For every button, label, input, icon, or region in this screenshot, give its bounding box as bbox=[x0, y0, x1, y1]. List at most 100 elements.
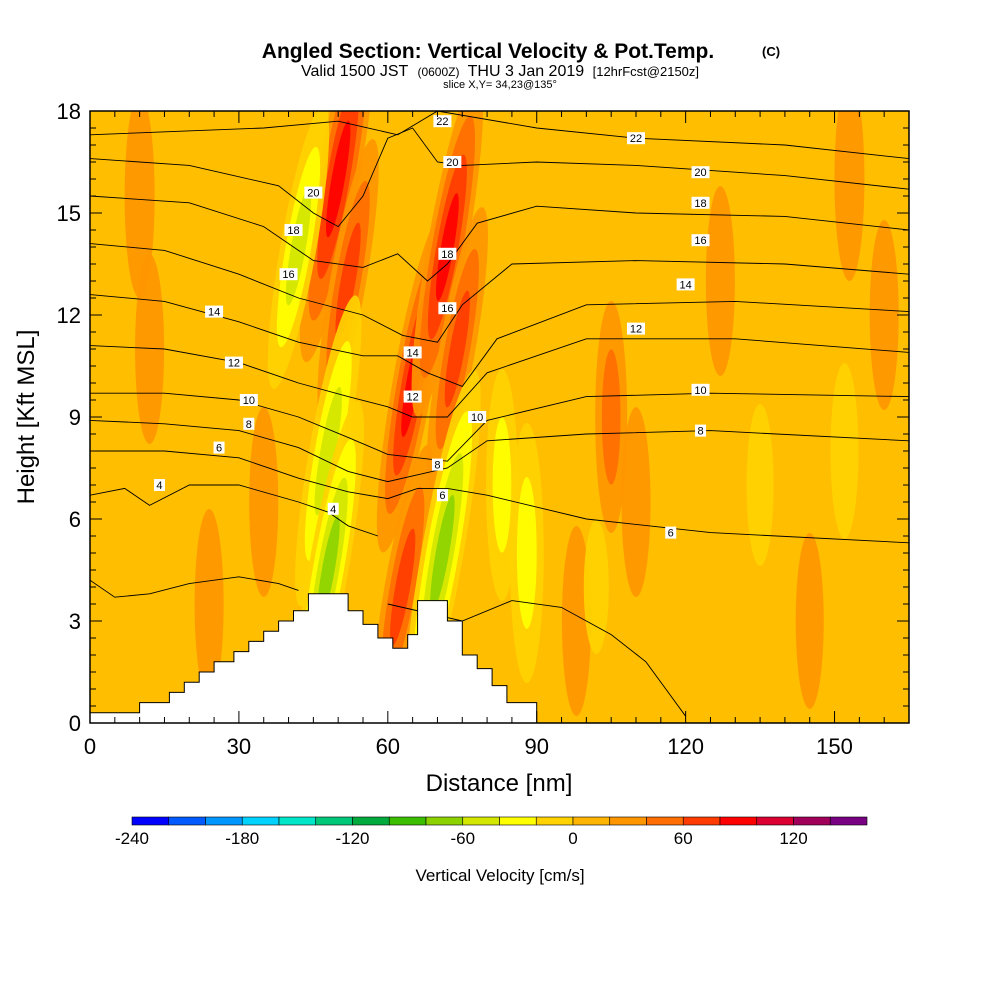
colorbar-swatch bbox=[241, 816, 280, 826]
contour-label: 20 bbox=[304, 186, 323, 200]
chart-subtitle: Valid 1500 JST (0600Z) THU 3 Jan 2019 [1… bbox=[301, 63, 699, 80]
contour-label-text: 8 bbox=[246, 419, 252, 431]
contour-label-bg bbox=[438, 247, 457, 260]
slice-info: slice X,Y= 34,23@135° bbox=[443, 79, 557, 91]
contour-label: 8 bbox=[695, 424, 707, 438]
contour-label-text: 20 bbox=[446, 157, 458, 169]
isentrope-line bbox=[90, 576, 299, 598]
contour-label: 4 bbox=[153, 479, 165, 492]
contour-label-text: 18 bbox=[694, 198, 706, 210]
velocity-feature bbox=[299, 111, 377, 363]
contour-label: 22 bbox=[627, 132, 645, 145]
contour-label: 18 bbox=[438, 247, 457, 261]
y-axis-label: Height [Kft MSL] bbox=[13, 330, 40, 505]
isentrope-line bbox=[90, 127, 909, 228]
y-tick-label: 9 bbox=[69, 405, 81, 430]
contour-label-text: 20 bbox=[307, 188, 319, 200]
contour-label: 22 bbox=[433, 115, 452, 128]
colorbar-swatch bbox=[719, 816, 758, 826]
contour-label-text: 22 bbox=[436, 116, 448, 128]
contour-label: 10 bbox=[468, 411, 487, 424]
y-tick-label: 18 bbox=[57, 99, 81, 124]
colorbar-swatch bbox=[131, 816, 170, 826]
velocity-blob bbox=[601, 349, 621, 485]
y-tick-label: 12 bbox=[57, 303, 81, 328]
contour-label-text: 12 bbox=[630, 324, 642, 336]
velocity-feature bbox=[795, 533, 824, 709]
velocity-feature bbox=[485, 369, 518, 601]
colorbar-swatch bbox=[168, 816, 206, 826]
tick-marks bbox=[89, 110, 910, 724]
x-tick-labels: 0 30 60 90 120 150 bbox=[84, 734, 853, 759]
isentrope-line bbox=[90, 243, 909, 343]
velocity-feature bbox=[621, 407, 651, 597]
velocity-feature bbox=[135, 254, 165, 444]
velocity-blob bbox=[135, 254, 165, 444]
colorbar-tick-label: 0 bbox=[568, 829, 577, 848]
contour-label-text: 18 bbox=[441, 249, 453, 261]
contour-label-bg bbox=[403, 346, 422, 359]
velocity-feature bbox=[595, 301, 628, 533]
colorbar-swatch bbox=[425, 816, 464, 826]
velocity-blob bbox=[834, 111, 865, 281]
isentrope-line bbox=[90, 484, 379, 537]
y-tick-label: 3 bbox=[69, 609, 81, 634]
contour-label: 10 bbox=[239, 394, 258, 407]
contour-label-bg bbox=[205, 305, 224, 318]
contour-label: 4 bbox=[327, 502, 339, 516]
contour-label: 20 bbox=[691, 166, 710, 179]
colorbar-swatch bbox=[793, 816, 831, 826]
contour-label: 16 bbox=[438, 302, 457, 315]
velocity-blob bbox=[621, 407, 651, 597]
colorbar-tick-label: -120 bbox=[335, 829, 369, 848]
isentrope-layer bbox=[90, 111, 909, 717]
x-tick-label: 0 bbox=[84, 734, 96, 759]
velocity-feature bbox=[426, 207, 488, 491]
velocity-feature bbox=[249, 407, 279, 597]
contour-label-text: 4 bbox=[156, 480, 162, 492]
contour-label-bg bbox=[627, 132, 645, 145]
contour-label-bg bbox=[443, 156, 462, 168]
isentrope-line bbox=[90, 294, 909, 387]
velocity-feature bbox=[705, 186, 735, 376]
contour-label-bg bbox=[213, 441, 225, 454]
contour-label-bg bbox=[691, 196, 710, 209]
contour-label: 12 bbox=[224, 356, 243, 370]
contour-label-text: 22 bbox=[630, 133, 642, 145]
colorbar-title: Vertical Velocity [cm/s] bbox=[415, 866, 584, 885]
colorbar-tick-label: -180 bbox=[225, 829, 259, 848]
contour-label-text: 6 bbox=[216, 443, 222, 455]
velocity-blob bbox=[314, 386, 342, 516]
contour-label: 12 bbox=[403, 390, 422, 404]
contour-label-bg bbox=[691, 234, 710, 247]
x-tick-label: 90 bbox=[524, 734, 548, 759]
velocity-blob bbox=[325, 120, 351, 238]
velocity-blob bbox=[335, 222, 361, 340]
colorbar-swatch bbox=[315, 816, 353, 826]
velocity-blob bbox=[390, 528, 416, 646]
contour-label-bg bbox=[695, 424, 707, 437]
velocity-feature bbox=[194, 509, 224, 699]
terrain bbox=[90, 593, 538, 723]
colorbar-swatch bbox=[829, 816, 868, 826]
velocity-blob bbox=[746, 404, 774, 566]
colorbar-swatch bbox=[462, 816, 500, 826]
contour-label-text: 4 bbox=[330, 504, 336, 516]
velocity-feature bbox=[830, 363, 859, 539]
contour-label-text: 20 bbox=[694, 167, 706, 179]
contour-label-text: 8 bbox=[697, 426, 703, 438]
contour-label-text: 6 bbox=[668, 528, 674, 540]
velocity-blob bbox=[194, 509, 224, 699]
contour-label-bg bbox=[153, 479, 165, 491]
velocity-blob bbox=[492, 417, 512, 553]
contour-label-bg bbox=[627, 322, 645, 335]
contour-label-bg bbox=[304, 186, 323, 199]
contour-label-bg bbox=[438, 302, 457, 315]
plot-area: 22 22 20 20 20 18 18 18 16 16 16 14 14 14 12 12 12 10 10 10… bbox=[90, 111, 909, 723]
y-tick-label: 0 bbox=[69, 711, 81, 736]
velocity-feature bbox=[834, 111, 865, 281]
colorbar-swatch bbox=[572, 816, 611, 826]
contour-label-bg bbox=[676, 278, 695, 291]
title-block: Angled Section: Vertical Velocity & Pot.… bbox=[262, 40, 780, 91]
isentrope-line bbox=[90, 450, 909, 544]
